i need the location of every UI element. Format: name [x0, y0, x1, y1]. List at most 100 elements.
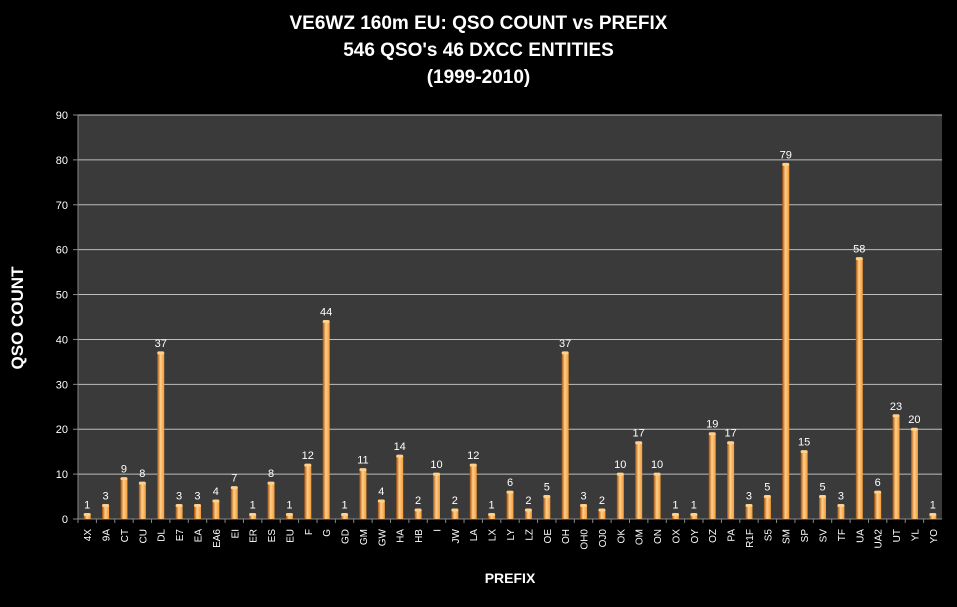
data-label: 10: [430, 459, 442, 471]
data-label: 11: [357, 455, 368, 467]
bar: [837, 505, 845, 519]
x-tick-label: OY: [690, 529, 701, 544]
x-tick-label: LA: [469, 529, 480, 542]
y-tick-label: 10: [56, 469, 68, 481]
data-label: 3: [580, 491, 586, 503]
data-label: 4: [378, 486, 384, 498]
x-tick-label: 4X: [83, 529, 94, 542]
data-label: 1: [250, 500, 256, 512]
data-label: 1: [672, 500, 678, 512]
bar-cap: [488, 513, 496, 517]
bar: [506, 492, 514, 519]
gridlines: [78, 114, 942, 475]
y-tick-label: 90: [56, 110, 68, 122]
bar-cap: [708, 432, 716, 436]
data-label: 3: [838, 491, 844, 503]
x-tick-label: G: [322, 529, 333, 537]
x-tick-label: ON: [653, 529, 664, 544]
data-label: 17: [724, 428, 736, 440]
bar-cap: [910, 427, 918, 431]
bar-cap: [837, 504, 845, 508]
x-tick-label: OX: [671, 529, 682, 544]
bar-cap: [506, 490, 514, 494]
bar-cap: [83, 513, 91, 517]
bar: [304, 465, 312, 519]
x-tick-label: EI: [230, 529, 241, 538]
bar-cap: [249, 513, 257, 517]
x-tick-label: JW: [451, 528, 462, 543]
bar-cap: [175, 504, 183, 508]
bar: [580, 505, 588, 519]
data-label: 37: [559, 338, 571, 350]
bar-cap: [727, 441, 735, 445]
chart-title-line-2: 546 QSO's 46 DXCC ENTITIES: [343, 40, 614, 61]
x-tick-label: SV: [819, 529, 830, 543]
bar-cap: [690, 513, 698, 517]
data-label: 17: [633, 428, 645, 440]
bar: [671, 514, 679, 519]
bar: [782, 164, 790, 519]
bar-cap: [653, 472, 661, 476]
data-label: 37: [155, 338, 167, 350]
bar: [377, 501, 385, 519]
bar-cap: [543, 495, 551, 499]
data-label: 20: [908, 414, 920, 426]
x-tick-label: TF: [837, 529, 848, 541]
x-tick-label: UA2: [874, 529, 885, 549]
bar-cap: [819, 495, 827, 499]
x-tick-label: EA6: [212, 529, 223, 548]
bar: [414, 510, 422, 519]
bar: [855, 258, 863, 519]
data-label: 9: [121, 464, 127, 476]
bar: [616, 474, 624, 519]
data-label: 5: [819, 482, 825, 494]
x-tick-label: OZ: [708, 529, 719, 543]
bar: [892, 415, 900, 519]
bar-cap: [763, 495, 771, 499]
bar: [102, 505, 110, 519]
bar: [249, 514, 257, 519]
x-tick-label: HB: [414, 529, 425, 543]
bar-cap: [580, 504, 588, 508]
data-label: 3: [194, 491, 200, 503]
data-label: 19: [706, 419, 718, 431]
bar: [175, 505, 183, 519]
bar-cap: [855, 257, 863, 261]
data-label: 44: [320, 306, 332, 318]
data-label: 3: [103, 491, 109, 503]
bar-cap: [451, 508, 459, 512]
data-label: 10: [614, 459, 626, 471]
x-tick-label: OK: [616, 529, 627, 544]
bar: [763, 496, 771, 519]
bar: [653, 474, 661, 519]
x-tick-label: OH0: [580, 529, 591, 550]
x-tick-label: CU: [138, 529, 149, 543]
y-tick-label: 70: [56, 200, 68, 212]
y-axis-label: QSO COUNT: [8, 266, 27, 370]
chart-title-line-1: VE6WZ 160m EU: QSO COUNT vs PREFIX: [289, 13, 668, 34]
data-label: 14: [394, 441, 406, 453]
x-tick-label: ES: [267, 529, 278, 543]
bar: [157, 352, 165, 519]
bar-cap: [193, 504, 201, 508]
data-label: 1: [930, 500, 936, 512]
data-label: 79: [780, 149, 792, 161]
x-tick-label: EA: [193, 529, 204, 543]
data-label: 2: [599, 495, 605, 507]
bar-cap: [414, 508, 422, 512]
x-tick-label: ER: [249, 529, 260, 543]
x-axis-label: PREFIX: [484, 570, 536, 586]
bar: [212, 501, 220, 519]
bar-cap: [212, 499, 220, 503]
bar: [120, 478, 128, 519]
data-label: 4: [213, 486, 219, 498]
data-label: 1: [286, 500, 292, 512]
x-tick-label: GD: [341, 529, 352, 544]
x-tick-label: E7: [175, 529, 186, 542]
bar: [708, 433, 716, 519]
chart-title: VE6WZ 160m EU: QSO COUNT vs PREFIX 546 Q…: [0, 10, 957, 91]
bar: [561, 352, 569, 519]
bar: [451, 510, 459, 519]
data-label: 23: [890, 401, 902, 413]
bar: [138, 483, 146, 519]
